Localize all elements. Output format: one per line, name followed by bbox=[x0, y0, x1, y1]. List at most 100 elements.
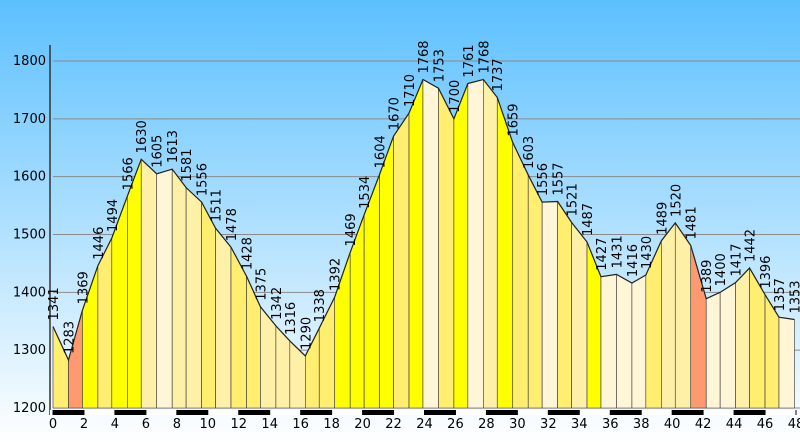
segment bbox=[631, 274, 647, 409]
value-label: 1427 bbox=[595, 238, 610, 271]
value-label: 1494 bbox=[106, 199, 121, 232]
y-tick-label: 1200 bbox=[13, 401, 46, 416]
value-label: 1446 bbox=[92, 227, 107, 260]
segment bbox=[140, 158, 158, 409]
value-label: 1283 bbox=[62, 321, 77, 354]
x-tick-label: 6 bbox=[142, 417, 150, 432]
value-label: 1753 bbox=[432, 49, 447, 82]
value-label: 1566 bbox=[121, 157, 136, 190]
x-tick-label: 48 bbox=[788, 417, 800, 432]
value-label: 1316 bbox=[284, 302, 299, 335]
value-label: 1417 bbox=[730, 243, 745, 276]
x-bar-segment bbox=[176, 410, 208, 415]
x-tick-label: 36 bbox=[602, 417, 619, 432]
segment bbox=[735, 267, 750, 409]
value-label: 1603 bbox=[522, 136, 537, 169]
value-label: 1481 bbox=[685, 206, 700, 239]
value-label: 1700 bbox=[448, 80, 463, 113]
value-label: 1430 bbox=[640, 236, 655, 269]
value-label: 1428 bbox=[240, 237, 255, 270]
x-tick-label: 22 bbox=[385, 417, 402, 432]
x-tick-label: 38 bbox=[633, 417, 650, 432]
value-label: 1290 bbox=[299, 317, 314, 350]
value-label: 1768 bbox=[477, 40, 492, 73]
x-tick-label: 42 bbox=[695, 417, 712, 432]
value-label: 1604 bbox=[374, 135, 389, 168]
x-tick-label: 32 bbox=[540, 417, 557, 432]
value-label: 1416 bbox=[626, 244, 641, 277]
x-tick-label: 28 bbox=[478, 417, 495, 432]
segment bbox=[453, 83, 469, 409]
value-label: 1659 bbox=[507, 103, 522, 136]
segment bbox=[661, 222, 676, 409]
x-tick-label: 14 bbox=[261, 417, 278, 432]
segment bbox=[496, 97, 514, 409]
segment bbox=[438, 88, 455, 409]
segment bbox=[527, 174, 543, 409]
segment bbox=[393, 112, 410, 409]
segment bbox=[719, 281, 736, 409]
x-tick-label: 4 bbox=[111, 417, 119, 432]
x-tick-label: 0 bbox=[49, 417, 57, 432]
x-tick-label: 16 bbox=[292, 417, 309, 432]
x-bar-segment bbox=[300, 410, 332, 415]
segment bbox=[616, 273, 633, 409]
x-tick-label: 20 bbox=[354, 417, 371, 432]
value-label: 1670 bbox=[388, 97, 403, 130]
segment bbox=[379, 136, 394, 409]
value-label: 1521 bbox=[566, 183, 581, 216]
value-label: 1357 bbox=[773, 278, 788, 311]
segment bbox=[185, 186, 202, 409]
segment bbox=[215, 227, 232, 409]
value-label: 1338 bbox=[313, 289, 328, 322]
x-bar-segment bbox=[734, 410, 766, 415]
value-label: 1342 bbox=[270, 287, 285, 320]
x-bar-segment bbox=[548, 410, 580, 415]
x-tick-label: 40 bbox=[664, 417, 681, 432]
value-label: 1556 bbox=[196, 163, 211, 196]
value-label: 1581 bbox=[180, 149, 195, 182]
value-label: 1520 bbox=[669, 184, 684, 217]
segment bbox=[541, 201, 558, 409]
value-label: 1710 bbox=[403, 74, 418, 107]
x-bar-segment bbox=[238, 410, 270, 415]
x-bar-segment bbox=[672, 410, 704, 415]
segment bbox=[778, 316, 795, 409]
x-bar-segment bbox=[424, 410, 456, 415]
x-bar-segment bbox=[362, 410, 394, 415]
segment bbox=[705, 291, 721, 409]
value-label: 1534 bbox=[358, 176, 373, 209]
value-label: 1630 bbox=[135, 120, 150, 153]
value-label: 1400 bbox=[714, 253, 729, 286]
x-tick-label: 46 bbox=[757, 417, 774, 432]
segment bbox=[171, 168, 187, 409]
y-tick-label: 1300 bbox=[13, 343, 46, 358]
y-tick-label: 1500 bbox=[13, 228, 46, 243]
value-label: 1442 bbox=[744, 229, 759, 262]
segment bbox=[483, 78, 498, 409]
segment bbox=[422, 78, 439, 409]
profile bbox=[50, 78, 800, 415]
value-label: 1369 bbox=[76, 271, 91, 304]
value-label: 1761 bbox=[462, 44, 477, 77]
value-label: 1478 bbox=[225, 208, 240, 241]
value-label: 1396 bbox=[759, 256, 774, 289]
x-tick-label: 34 bbox=[571, 417, 588, 432]
segment bbox=[674, 221, 692, 409]
segment bbox=[201, 201, 216, 409]
x-tick-label: 44 bbox=[726, 417, 743, 432]
value-label: 1613 bbox=[166, 130, 181, 163]
value-label: 1389 bbox=[700, 260, 715, 293]
value-label: 1392 bbox=[329, 258, 344, 291]
value-label: 1431 bbox=[610, 235, 625, 268]
y-tick-label: 1400 bbox=[13, 285, 46, 300]
segment bbox=[127, 159, 142, 409]
value-label: 1557 bbox=[552, 162, 567, 195]
segment bbox=[97, 237, 113, 409]
x-bar-segment bbox=[486, 410, 518, 415]
value-label: 1556 bbox=[536, 163, 551, 196]
x-bar-segment bbox=[53, 410, 84, 415]
value-label: 1768 bbox=[417, 40, 432, 73]
value-label: 1375 bbox=[254, 268, 269, 301]
